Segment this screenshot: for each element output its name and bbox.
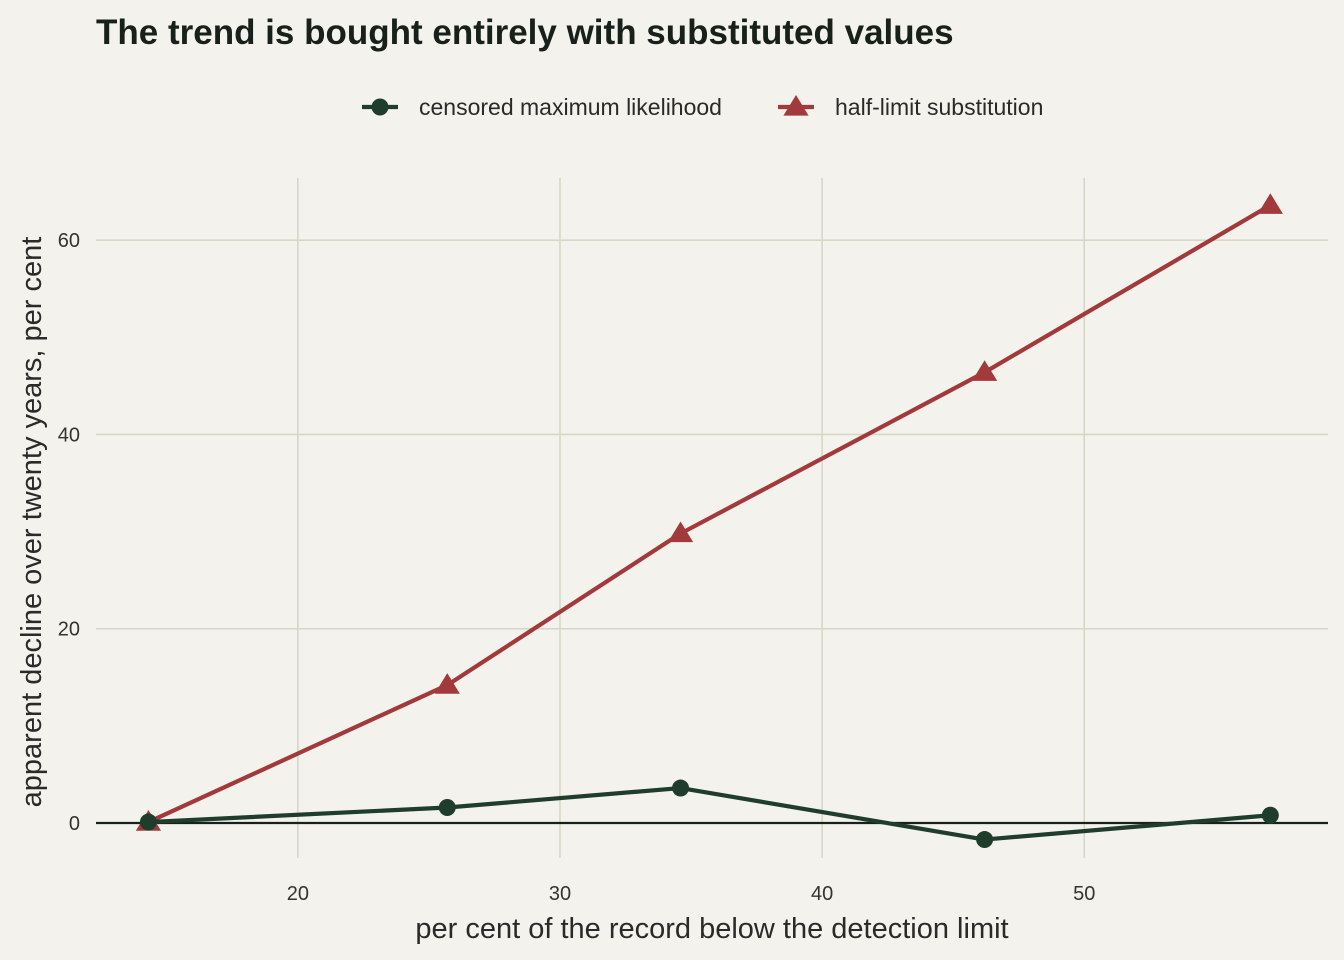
y-axis-ticks: 0 20 40 60: [58, 230, 80, 835]
legend-label: half-limit substitution: [835, 94, 1043, 120]
legend-marker: [371, 98, 389, 116]
data-point: [1261, 806, 1279, 824]
data-point: [438, 798, 456, 816]
x-tick-label: 20: [287, 883, 309, 905]
series-line: [148, 785, 1271, 842]
x-tick-label: 30: [549, 883, 571, 905]
series-line: [147, 203, 1272, 824]
data-point: [667, 521, 694, 543]
series-circle: [139, 779, 1279, 849]
data-point: [434, 673, 460, 694]
x-tick-label: 40: [811, 883, 833, 905]
data-point: [976, 831, 994, 849]
y-tick-label: 20: [58, 619, 80, 641]
legend-item: half-limit substitution: [778, 94, 1043, 120]
x-axis-title: per cent of the record below the detecti…: [415, 913, 1008, 945]
grid: [96, 178, 1328, 858]
x-axis-ticks: 20 30 40 50: [287, 883, 1096, 905]
series-triangle: [135, 193, 1283, 831]
legend-marker: [783, 95, 809, 116]
legend-item: censored maximum likelihood: [362, 94, 722, 120]
y-tick-label: 40: [58, 424, 80, 446]
series-layer: [135, 193, 1283, 849]
y-tick-label: 0: [69, 813, 80, 835]
data-point: [139, 813, 157, 831]
legend: censored maximum likelihood half-limit su…: [362, 94, 1043, 120]
legend-label: censored maximum likelihood: [419, 94, 722, 120]
y-axis-title: apparent decline over twenty years, per …: [16, 237, 48, 808]
data-point: [1257, 193, 1283, 214]
data-point: [672, 779, 690, 797]
data-point: [972, 360, 998, 381]
y-tick-label: 60: [58, 230, 80, 252]
x-tick-label: 50: [1073, 883, 1095, 905]
chart-title: The trend is bought entirely with substi…: [96, 13, 954, 52]
